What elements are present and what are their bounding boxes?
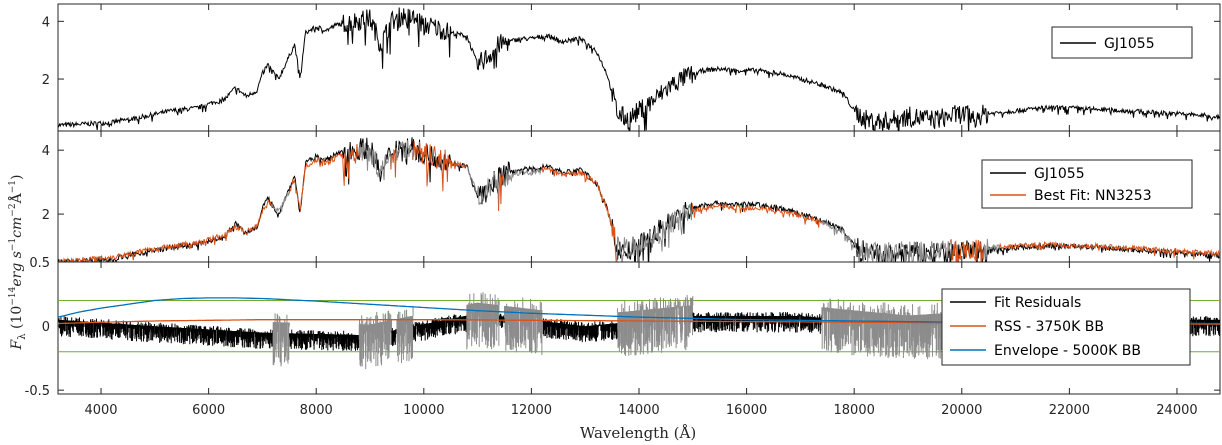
y-axis-label-part: ) xyxy=(9,175,25,180)
y-tick-label-top: 4 xyxy=(42,15,50,30)
x-tick-label: 16000 xyxy=(726,403,767,418)
series-line-middle-1 xyxy=(503,167,542,188)
series-line-middle-1 xyxy=(288,143,359,211)
y-tick-label-bottom: 0 xyxy=(42,320,50,335)
series-line-middle-0 xyxy=(58,195,274,262)
x-tick-label: 22000 xyxy=(1049,403,1090,418)
legend-label-middle-1: Best Fit: NN3253 xyxy=(1034,188,1152,204)
panel-middle: 2 4 GJ1055 Best Fit: NN3253 xyxy=(42,130,1221,263)
series-line-middle-1 xyxy=(950,239,984,262)
y-axis-label: Fλ (10−14erg s−1cm−2Å−1) xyxy=(7,175,28,351)
y-axis-label-part: −1 xyxy=(8,238,18,251)
series-line-middle-1 xyxy=(272,192,290,213)
series-line-middle-1 xyxy=(616,203,693,262)
legend-label-middle-0: GJ1055 xyxy=(1034,166,1085,182)
series-line-middle-1 xyxy=(390,147,397,178)
series-line-middle-1 xyxy=(498,173,505,211)
series-line-middle-1 xyxy=(465,165,500,211)
plot-area-middle xyxy=(58,137,1220,262)
x-tick-label: 10000 xyxy=(403,403,444,418)
y-tick-label-middle: 4 xyxy=(42,144,50,159)
legend-label-bottom-0: Fit Residuals xyxy=(994,295,1081,311)
legend-label-top-0: GJ1055 xyxy=(1104,36,1155,52)
series-line-middle-0 xyxy=(272,188,290,218)
y-tick-label-bottom: -0.5 xyxy=(25,384,50,399)
x-tick-label: 12000 xyxy=(511,403,552,418)
series-line-middle-0 xyxy=(541,162,618,252)
series-line-middle-0 xyxy=(691,200,822,225)
x-tick-label: 4000 xyxy=(84,403,117,418)
series-line-middle-1 xyxy=(395,140,414,161)
y-axis-label-part: (10 xyxy=(9,306,25,334)
y-axis-label-part: −14 xyxy=(8,286,18,305)
series-line-middle-1 xyxy=(691,203,822,228)
y-tick-label-top: 2 xyxy=(42,73,50,88)
panel-top: 2 4 GJ1055 xyxy=(42,3,1221,132)
series-line-middle-0 xyxy=(288,141,359,213)
x-tick-label: 24000 xyxy=(1156,403,1197,418)
x-tick-label: 6000 xyxy=(192,403,225,418)
series-line-middle-1 xyxy=(412,141,467,192)
series-line-middle-1 xyxy=(541,166,617,262)
series-line-top-0 xyxy=(58,7,1220,131)
legend-top: GJ1055 xyxy=(1051,26,1193,59)
y-axis-label-part: Å xyxy=(7,192,25,204)
legend-bottom: Fit Residuals RSS - 3750K BB Envelope - 50… xyxy=(941,288,1191,366)
y-axis-label-part: cm xyxy=(9,217,25,238)
y-axis-label-part: λ xyxy=(17,333,28,340)
x-tick-label: 20000 xyxy=(941,403,982,418)
x-tick-label: 14000 xyxy=(618,403,659,418)
series-line-middle-0 xyxy=(498,165,505,187)
legend-label-bottom-2: Envelope - 5000K BB xyxy=(994,343,1141,359)
panel-bottom: -0.5 0 0.5 4000 6000 8000 10000 12000 14000 16000… xyxy=(25,256,1221,418)
y-tick-label-bottom: 0.5 xyxy=(29,256,50,271)
series-line-middle-1 xyxy=(998,240,1220,260)
x-tick-label: 8000 xyxy=(300,403,333,418)
series-line-middle-1 xyxy=(982,238,1000,261)
y-axis-label-part: F xyxy=(9,338,25,350)
legend-label-bottom-1: RSS - 3750K BB xyxy=(994,319,1104,335)
series-line-middle-0 xyxy=(616,202,693,262)
x-axis-label: Wavelength (Å) xyxy=(580,424,696,442)
y-axis-label-part: −2 xyxy=(8,203,18,216)
plot-area-top xyxy=(58,7,1220,131)
series-line-middle-1 xyxy=(358,142,392,181)
series-line-middle-1 xyxy=(821,220,951,262)
legend-box-middle xyxy=(981,159,1193,209)
series-line-middle-1 xyxy=(58,199,274,262)
y-axis-label-part: erg s xyxy=(9,251,25,287)
x-tick-label: 18000 xyxy=(834,403,875,418)
y-tick-label-middle: 2 xyxy=(42,208,50,223)
legend-middle: GJ1055 Best Fit: NN3253 xyxy=(981,159,1193,209)
y-axis-label-part: −1 xyxy=(8,180,18,193)
